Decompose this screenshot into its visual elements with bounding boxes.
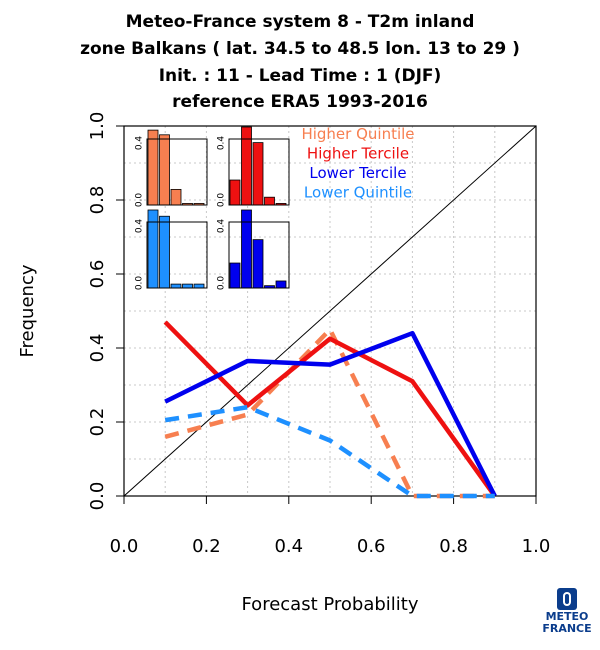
perfect-reliability-diagonal — [123, 125, 537, 497]
x-tick-label-2: 0.4 — [274, 536, 303, 557]
inset-frame-lower-tercile — [228, 221, 290, 289]
meteo-france-logo: METEO FRANCE — [537, 588, 597, 635]
inset-frame-higher-quintile — [146, 138, 208, 206]
logo-text-line-1: METEO — [545, 610, 589, 623]
legend-entry-lower-tercile: Lower Tercile — [309, 164, 406, 182]
legend-entry-lower-quintile: Lower Quintile — [304, 184, 412, 202]
inset-ytick-label-higher-tercile-0: 0.0 — [217, 193, 227, 208]
y-tick-label-1: 0.2 — [87, 408, 108, 437]
series-line-higher-tercile — [163, 320, 497, 498]
inset-frame-higher-tercile — [228, 138, 290, 206]
inset-bar-higher-tercile-2 — [252, 142, 264, 206]
inset-bar-higher-tercile-0 — [229, 179, 241, 206]
meteo-france-logo-icon — [557, 588, 577, 610]
inset-ytick-label-higher-quintile-1: 0.4 — [135, 136, 145, 151]
x-tick-label-0: 0.0 — [110, 536, 139, 557]
chart-title-line-2: zone Balkans ( lat. 34.5 to 48.5 lon. 13… — [80, 39, 520, 59]
y-tick-label-2: 0.4 — [87, 334, 108, 363]
inset-ytick-label-lower-quintile-0: 0.0 — [135, 276, 145, 291]
inset-ytick-label-higher-tercile-1: 0.4 — [217, 136, 227, 151]
inset-bar-lower-quintile-2 — [170, 283, 182, 289]
inset-bar-higher-tercile-3 — [264, 196, 275, 206]
inset-frame-lower-quintile — [146, 221, 208, 289]
chart-title-line-4: reference ERA5 1993-2016 — [172, 92, 428, 112]
plot-frame — [123, 125, 537, 497]
series-line-lower-quintile — [164, 404, 495, 499]
inset-bar-lower-tercile-2 — [252, 239, 264, 289]
inset-ytick-label-lower-tercile-1: 0.4 — [217, 219, 227, 234]
inset-bar-higher-quintile-1 — [159, 134, 170, 206]
inset-bar-higher-quintile-2 — [170, 188, 182, 206]
y-tick-label-5: 1.0 — [87, 112, 108, 141]
y-tick-label-3: 0.6 — [87, 260, 108, 289]
y-tick-label-4: 0.8 — [87, 186, 108, 215]
x-axis-title: Forecast Probability — [241, 594, 418, 615]
inset-bar-lower-quintile-4 — [193, 283, 205, 289]
legend-entry-higher-tercile: Higher Tercile — [307, 145, 409, 163]
inset-bar-higher-quintile-0 — [147, 129, 159, 206]
x-tick-label-5: 1.0 — [522, 536, 551, 557]
legend-entry-higher-quintile: Higher Quintile — [301, 125, 414, 143]
logo-text-line-2: FRANCE — [542, 622, 592, 635]
x-tick-label-3: 0.6 — [357, 536, 386, 557]
y-axis-title: Frequency — [17, 264, 38, 357]
inset-bar-lower-quintile-1 — [159, 215, 170, 289]
inset-bar-lower-tercile-4 — [275, 280, 287, 289]
inset-ytick-label-lower-tercile-0: 0.0 — [217, 276, 227, 291]
chart-title-line-3: Init. : 11 - Lead Time : 1 (DJF) — [158, 66, 442, 86]
inset-bar-lower-quintile-3 — [182, 283, 193, 289]
x-tick-label-4: 0.8 — [439, 536, 468, 557]
inset-ytick-label-lower-quintile-1: 0.4 — [135, 219, 145, 234]
series-line-lower-tercile — [164, 330, 497, 498]
chart-title-line-1: Meteo-France system 8 - T2m inland — [125, 12, 475, 32]
inset-ytick-label-higher-quintile-0: 0.0 — [135, 193, 145, 208]
x-tick-label-1: 0.2 — [192, 536, 221, 557]
inset-bar-lower-tercile-0 — [229, 262, 241, 289]
y-tick-label-0: 0.0 — [87, 482, 108, 511]
